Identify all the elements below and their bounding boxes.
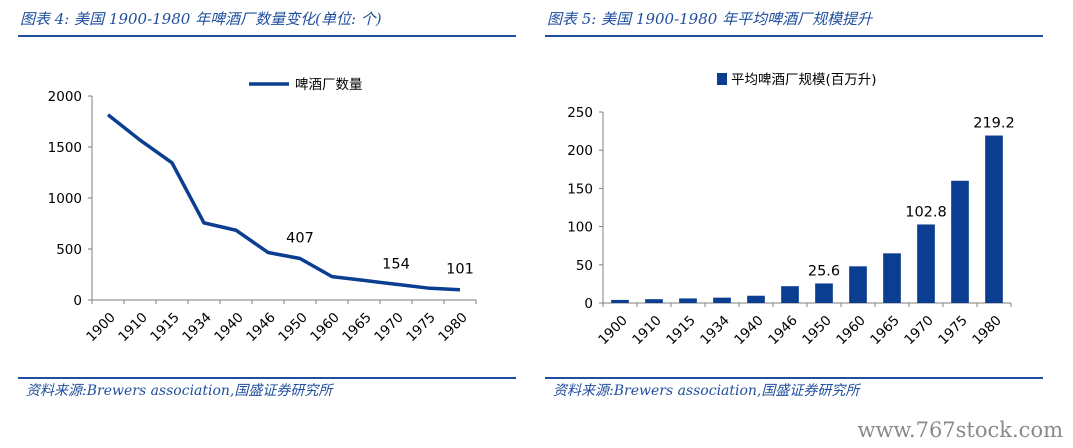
bar-x-tick-label: 1980 — [969, 313, 1005, 349]
line-x-tick-label: 1910 — [115, 310, 151, 346]
line-x-tick-label: 1950 — [275, 310, 311, 346]
bar-1910 — [645, 299, 663, 303]
left-source-rule — [18, 377, 516, 379]
bar-1900 — [611, 299, 629, 303]
brewery-size-bar-chart: 0501001502002501900191019151934194019461… — [567, 72, 1015, 349]
bar-x-tick-label: 1946 — [765, 313, 801, 349]
bar-x-tick-label: 1950 — [799, 313, 835, 349]
brewery-count-line — [106, 113, 461, 292]
left-title-rule — [18, 35, 516, 37]
bar-legend-swatch — [717, 73, 727, 85]
line-data-label: 407 — [286, 230, 314, 246]
line-x-tick-label: 1940 — [211, 310, 247, 346]
right-source-rule — [545, 377, 1043, 379]
bar-1915 — [679, 298, 697, 303]
bar-1970 — [917, 224, 935, 303]
bar-y-tick-label: 150 — [567, 181, 593, 197]
left-source-note: 资料来源:Brewers association,国盛证券研究所 — [26, 383, 333, 399]
bar-y-tick-label: 50 — [576, 258, 593, 274]
bar-x-tick-label: 1915 — [663, 313, 699, 349]
line-x-tick-label: 1934 — [179, 310, 215, 346]
bar-x-tick-label: 1940 — [731, 313, 767, 349]
bar-x-tick-label: 1975 — [935, 313, 971, 349]
bar-1946 — [781, 286, 799, 303]
bar-1940 — [747, 295, 765, 303]
line-y-tick-label: 1500 — [48, 140, 82, 156]
line-data-label: 154 — [382, 256, 410, 272]
bar-1934 — [713, 297, 731, 303]
bar-1975 — [951, 180, 969, 303]
line-x-tick-label: 1975 — [403, 310, 439, 346]
line-y-tick-label: 1000 — [48, 191, 82, 207]
bar-1965 — [883, 253, 901, 303]
bar-x-tick-label: 1934 — [697, 313, 733, 349]
bar-legend-label: 平均啤酒厂规模(百万升) — [731, 72, 877, 88]
left-figure-panel: 图表 4: 美国 1900-1980 年啤酒厂数量变化(单位: 个) 0 500 1… — [18, 0, 518, 448]
bar-1960 — [849, 266, 867, 303]
left-figure-title: 图表 4: 美国 1900-1980 年啤酒厂数量变化(单位: 个) — [20, 10, 382, 28]
right-source-note: 资料来源:Brewers association,国盛证券研究所 — [553, 383, 860, 399]
bar-y-tick-label: 250 — [567, 105, 593, 121]
right-figure-panel: 图表 5: 美国 1900-1980 年平均啤酒厂规模提升 0 50 100 150 2… — [545, 0, 1045, 448]
bar-x-tick-label: 1960 — [833, 313, 869, 349]
line-x-tick-label: 1980 — [435, 310, 471, 346]
right-title-rule — [545, 35, 1043, 37]
bar-y-tick-label: 100 — [567, 220, 593, 236]
bar-x-tick-label: 1910 — [629, 313, 665, 349]
line-x-tick-label: 1960 — [307, 310, 343, 346]
line-y-tick-label: 500 — [56, 242, 82, 258]
bar-y-tick-label: 200 — [567, 143, 593, 159]
bar-x-tick-label: 1900 — [595, 313, 631, 349]
line-x-tick-label: 1900 — [83, 310, 119, 346]
line-y-tick-label: 0 — [73, 293, 82, 309]
bar-x-tick-label: 1970 — [901, 313, 937, 349]
bar-x-tick-label: 1965 — [867, 313, 903, 349]
line-x-tick-label: 1970 — [371, 310, 407, 346]
bar-1980 — [985, 135, 1003, 303]
line-x-tick-label: 1946 — [243, 310, 279, 346]
line-y-tick-label: 2000 — [48, 89, 82, 105]
line-legend-label: 啤酒厂数量 — [295, 77, 363, 93]
brewery-count-line-chart: 0 500 1000 1500 2000 190019101915193419401946… — [48, 77, 477, 346]
line-x-tick-label: 1965 — [339, 310, 375, 346]
right-figure-title: 图表 5: 美国 1900-1980 年平均啤酒厂规模提升 — [547, 10, 873, 28]
bar-data-label: 219.2 — [973, 116, 1015, 132]
line-data-label: 101 — [446, 262, 474, 278]
bar-1950 — [815, 283, 833, 303]
bar-y-tick-label: 0 — [584, 296, 593, 312]
watermark: www.767stock.com — [857, 418, 1063, 442]
bar-data-label: 25.6 — [808, 263, 840, 279]
bar-data-label: 102.8 — [905, 204, 947, 220]
line-x-tick-label: 1915 — [147, 310, 183, 346]
